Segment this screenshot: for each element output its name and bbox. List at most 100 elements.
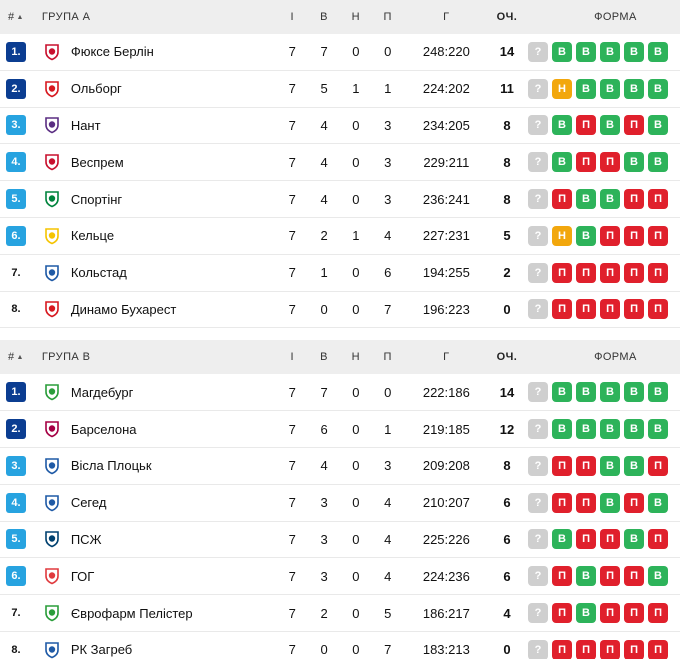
wins-header[interactable]: В: [320, 11, 328, 23]
form-result-badge[interactable]: П: [648, 189, 669, 210]
form-result-badge[interactable]: ?: [528, 262, 549, 283]
form-result-badge[interactable]: В: [648, 115, 669, 136]
table-row[interactable]: 1. Фюксе Берлін 7 7 0 0 248:220 14? В В В В В: [0, 34, 680, 71]
draws-header[interactable]: Н: [351, 351, 361, 364]
points-header[interactable]: ОЧ.: [496, 351, 518, 364]
team-name[interactable]: Ольборг: [70, 81, 122, 97]
form-result-badge[interactable]: П: [624, 115, 645, 136]
team-cell[interactable]: Сегед: [36, 493, 277, 513]
form-result-badge[interactable]: В: [600, 492, 621, 513]
form-result-badge[interactable]: В: [600, 115, 621, 136]
form-result-badge[interactable]: В: [648, 382, 669, 403]
form-result-badge[interactable]: П: [552, 566, 573, 587]
team-cell[interactable]: Нант: [36, 115, 277, 135]
form-result-badge[interactable]: П: [576, 639, 597, 659]
form-result-badge[interactable]: П: [648, 299, 669, 320]
form-result-badge[interactable]: ?: [528, 382, 549, 403]
team-name[interactable]: Нант: [70, 117, 101, 133]
form-result-badge[interactable]: ?: [528, 41, 549, 62]
form-result-badge[interactable]: П: [648, 455, 669, 476]
form-result-badge[interactable]: В: [624, 152, 645, 173]
form-result-badge[interactable]: ?: [528, 299, 549, 320]
form-result-badge[interactable]: П: [600, 152, 621, 173]
form-result-badge[interactable]: В: [648, 78, 669, 99]
team-name[interactable]: Веспрем: [70, 154, 124, 170]
sort-rank-header[interactable]: # ▲: [8, 351, 24, 364]
form-result-badge[interactable]: В: [624, 41, 645, 62]
form-result-badge[interactable]: В: [624, 419, 645, 440]
form-result-badge[interactable]: П: [576, 492, 597, 513]
form-result-badge[interactable]: П: [600, 262, 621, 283]
table-row[interactable]: 4. Сегед 7 3 0 4 210:207 6? П П В П В: [0, 484, 680, 522]
form-result-badge[interactable]: В: [552, 529, 573, 550]
form-result-badge[interactable]: ?: [528, 492, 549, 513]
team-cell[interactable]: РК Загреб: [36, 640, 277, 659]
form-result-badge[interactable]: В: [600, 189, 621, 210]
team-name[interactable]: Вісла Плоцьк: [70, 458, 152, 474]
team-name[interactable]: Магдебург: [70, 384, 134, 400]
table-row[interactable]: 2. Барселона 7 6 0 1 219:185 12? В В В В В: [0, 411, 680, 448]
form-result-badge[interactable]: В: [648, 41, 669, 62]
table-row[interactable]: 3. Нант 7 4 0 3 234:205 8? В П В П В: [0, 107, 680, 145]
team-name[interactable]: Фюксе Берлін: [70, 44, 154, 60]
form-result-badge[interactable]: П: [552, 189, 573, 210]
form-result-badge[interactable]: В: [552, 419, 573, 440]
form-result-badge[interactable]: П: [576, 299, 597, 320]
table-row[interactable]: 6. ГОГ 7 3 0 4 224:236 6? П В П П В: [0, 558, 680, 596]
form-result-badge[interactable]: П: [648, 225, 669, 246]
form-result-badge[interactable]: В: [576, 603, 597, 624]
goals-header[interactable]: Г: [443, 11, 450, 23]
form-result-badge[interactable]: П: [600, 639, 621, 659]
form-result-badge[interactable]: В: [600, 455, 621, 476]
form-result-badge[interactable]: В: [576, 566, 597, 587]
team-name[interactable]: Єврофарм Пелістер: [70, 605, 193, 621]
form-result-badge[interactable]: Н: [552, 225, 573, 246]
losses-header[interactable]: П: [383, 351, 392, 364]
team-name[interactable]: Кольстад: [70, 265, 127, 281]
form-result-badge[interactable]: П: [576, 455, 597, 476]
form-result-badge[interactable]: В: [576, 41, 597, 62]
team-cell[interactable]: Динамо Бухарест: [36, 299, 277, 319]
form-result-badge[interactable]: В: [600, 78, 621, 99]
table-row[interactable]: 6. Кельце 7 2 1 4 227:231 5? Н В П П П: [0, 217, 680, 255]
form-result-badge[interactable]: В: [648, 492, 669, 513]
form-result-badge[interactable]: П: [624, 566, 645, 587]
form-result-badge[interactable]: В: [648, 566, 669, 587]
team-name[interactable]: ПСЖ: [70, 531, 102, 547]
team-cell[interactable]: Веспрем: [36, 152, 277, 172]
team-cell[interactable]: Вісла Плоцьк: [36, 456, 277, 476]
form-result-badge[interactable]: В: [576, 78, 597, 99]
table-row[interactable]: 5. ПСЖ 7 3 0 4 225:226 6? В П П В П: [0, 521, 680, 559]
table-row[interactable]: 3. Вісла Плоцьк 7 4 0 3 209:208 8? П П В В П: [0, 447, 680, 485]
form-result-badge[interactable]: ?: [528, 225, 549, 246]
form-result-badge[interactable]: В: [576, 419, 597, 440]
form-result-badge[interactable]: В: [648, 419, 669, 440]
form-result-badge[interactable]: П: [552, 492, 573, 513]
form-result-badge[interactable]: П: [648, 639, 669, 659]
form-result-badge[interactable]: П: [576, 115, 597, 136]
form-result-badge[interactable]: В: [624, 529, 645, 550]
form-result-badge[interactable]: П: [552, 639, 573, 659]
form-result-badge[interactable]: В: [576, 189, 597, 210]
form-result-badge[interactable]: ?: [528, 566, 549, 587]
team-cell[interactable]: Спортінг: [36, 189, 277, 209]
team-cell[interactable]: Ольборг: [36, 79, 277, 99]
form-result-badge[interactable]: В: [552, 115, 573, 136]
form-result-badge[interactable]: П: [624, 262, 645, 283]
team-cell[interactable]: Магдебург: [36, 382, 277, 402]
form-result-badge[interactable]: П: [552, 262, 573, 283]
form-result-badge[interactable]: ?: [528, 115, 549, 136]
form-result-badge[interactable]: П: [600, 603, 621, 624]
form-result-badge[interactable]: В: [648, 152, 669, 173]
form-result-badge[interactable]: В: [600, 419, 621, 440]
form-result-badge[interactable]: П: [648, 603, 669, 624]
form-result-badge[interactable]: П: [576, 152, 597, 173]
played-header[interactable]: І: [290, 11, 294, 23]
form-result-badge[interactable]: П: [624, 492, 645, 513]
sort-rank-header[interactable]: # ▲: [8, 11, 24, 23]
team-name[interactable]: Спортінг: [70, 191, 123, 207]
form-result-badge[interactable]: В: [576, 382, 597, 403]
form-result-badge[interactable]: П: [600, 225, 621, 246]
table-row[interactable]: 5. Спортінг 7 4 0 3 236:241 8? П В В П П: [0, 181, 680, 218]
table-row[interactable]: 4. Веспрем 7 4 0 3 229:211 8? В П П В В: [0, 144, 680, 182]
